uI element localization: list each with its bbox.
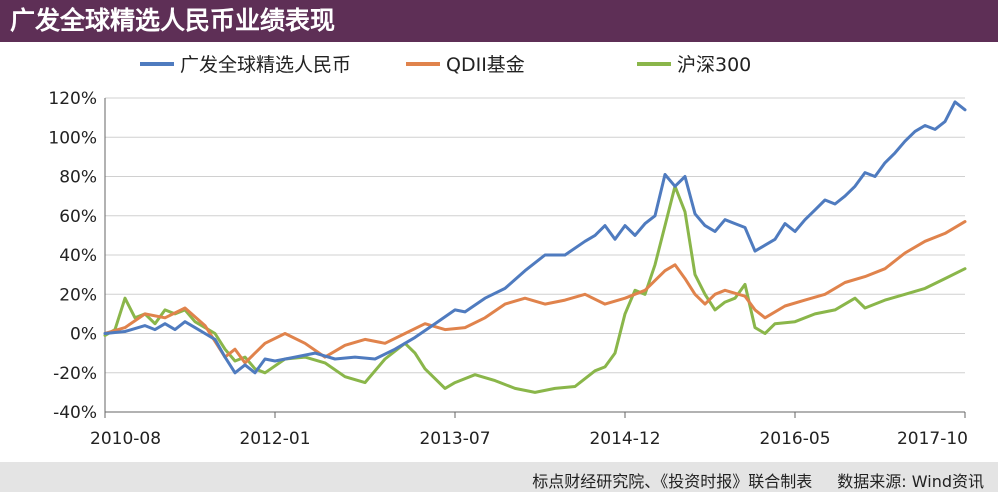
x-tick-label: 2010-08 xyxy=(90,429,161,449)
y-tick-label: 120% xyxy=(48,89,97,109)
x-tick-label: 2012-01 xyxy=(239,429,310,449)
footer-bar: 标点财经研究院、《投资时报》联合制表 数据来源: Wind资讯 xyxy=(0,462,998,492)
series-line-0 xyxy=(103,100,967,375)
x-tick-label: 2013-07 xyxy=(419,429,490,449)
x-tick-label: 2017-10 xyxy=(897,429,968,449)
footer-text: 标点财经研究院、《投资时报》联合制表 数据来源: Wind资讯 xyxy=(532,468,984,492)
y-tick-label: 80% xyxy=(59,168,97,188)
y-tick-label: 100% xyxy=(48,128,97,148)
y-tick-label: 40% xyxy=(59,246,97,266)
title-banner: 广发全球精选人民币业绩表现 xyxy=(0,0,998,42)
y-tick-label: -40% xyxy=(53,403,97,423)
legend-label: 沪深300 xyxy=(677,54,751,76)
y-tick-label: 60% xyxy=(59,207,97,227)
line-chart: 120% 100% 80% 60% 40% 20% 0% -20% -40% 2010-08 201… xyxy=(48,54,968,449)
y-tick-label: 0% xyxy=(70,325,97,345)
data-source: 数据来源: Wind资讯 xyxy=(837,472,984,491)
x-tick-label: 2014-12 xyxy=(589,429,660,449)
legend-label: QDII基金 xyxy=(446,54,525,76)
y-tick-label: 20% xyxy=(59,285,97,305)
chart-title: 广发全球精选人民币业绩表现 xyxy=(10,6,336,35)
series-line-1 xyxy=(103,220,967,365)
legend-label: 广发全球精选人民币 xyxy=(180,54,351,76)
y-tick-label: -20% xyxy=(53,364,97,384)
footer-note: 标点财经研究院、《投资时报》联合制表 xyxy=(532,472,813,491)
x-tick-label: 2016-05 xyxy=(759,429,830,449)
